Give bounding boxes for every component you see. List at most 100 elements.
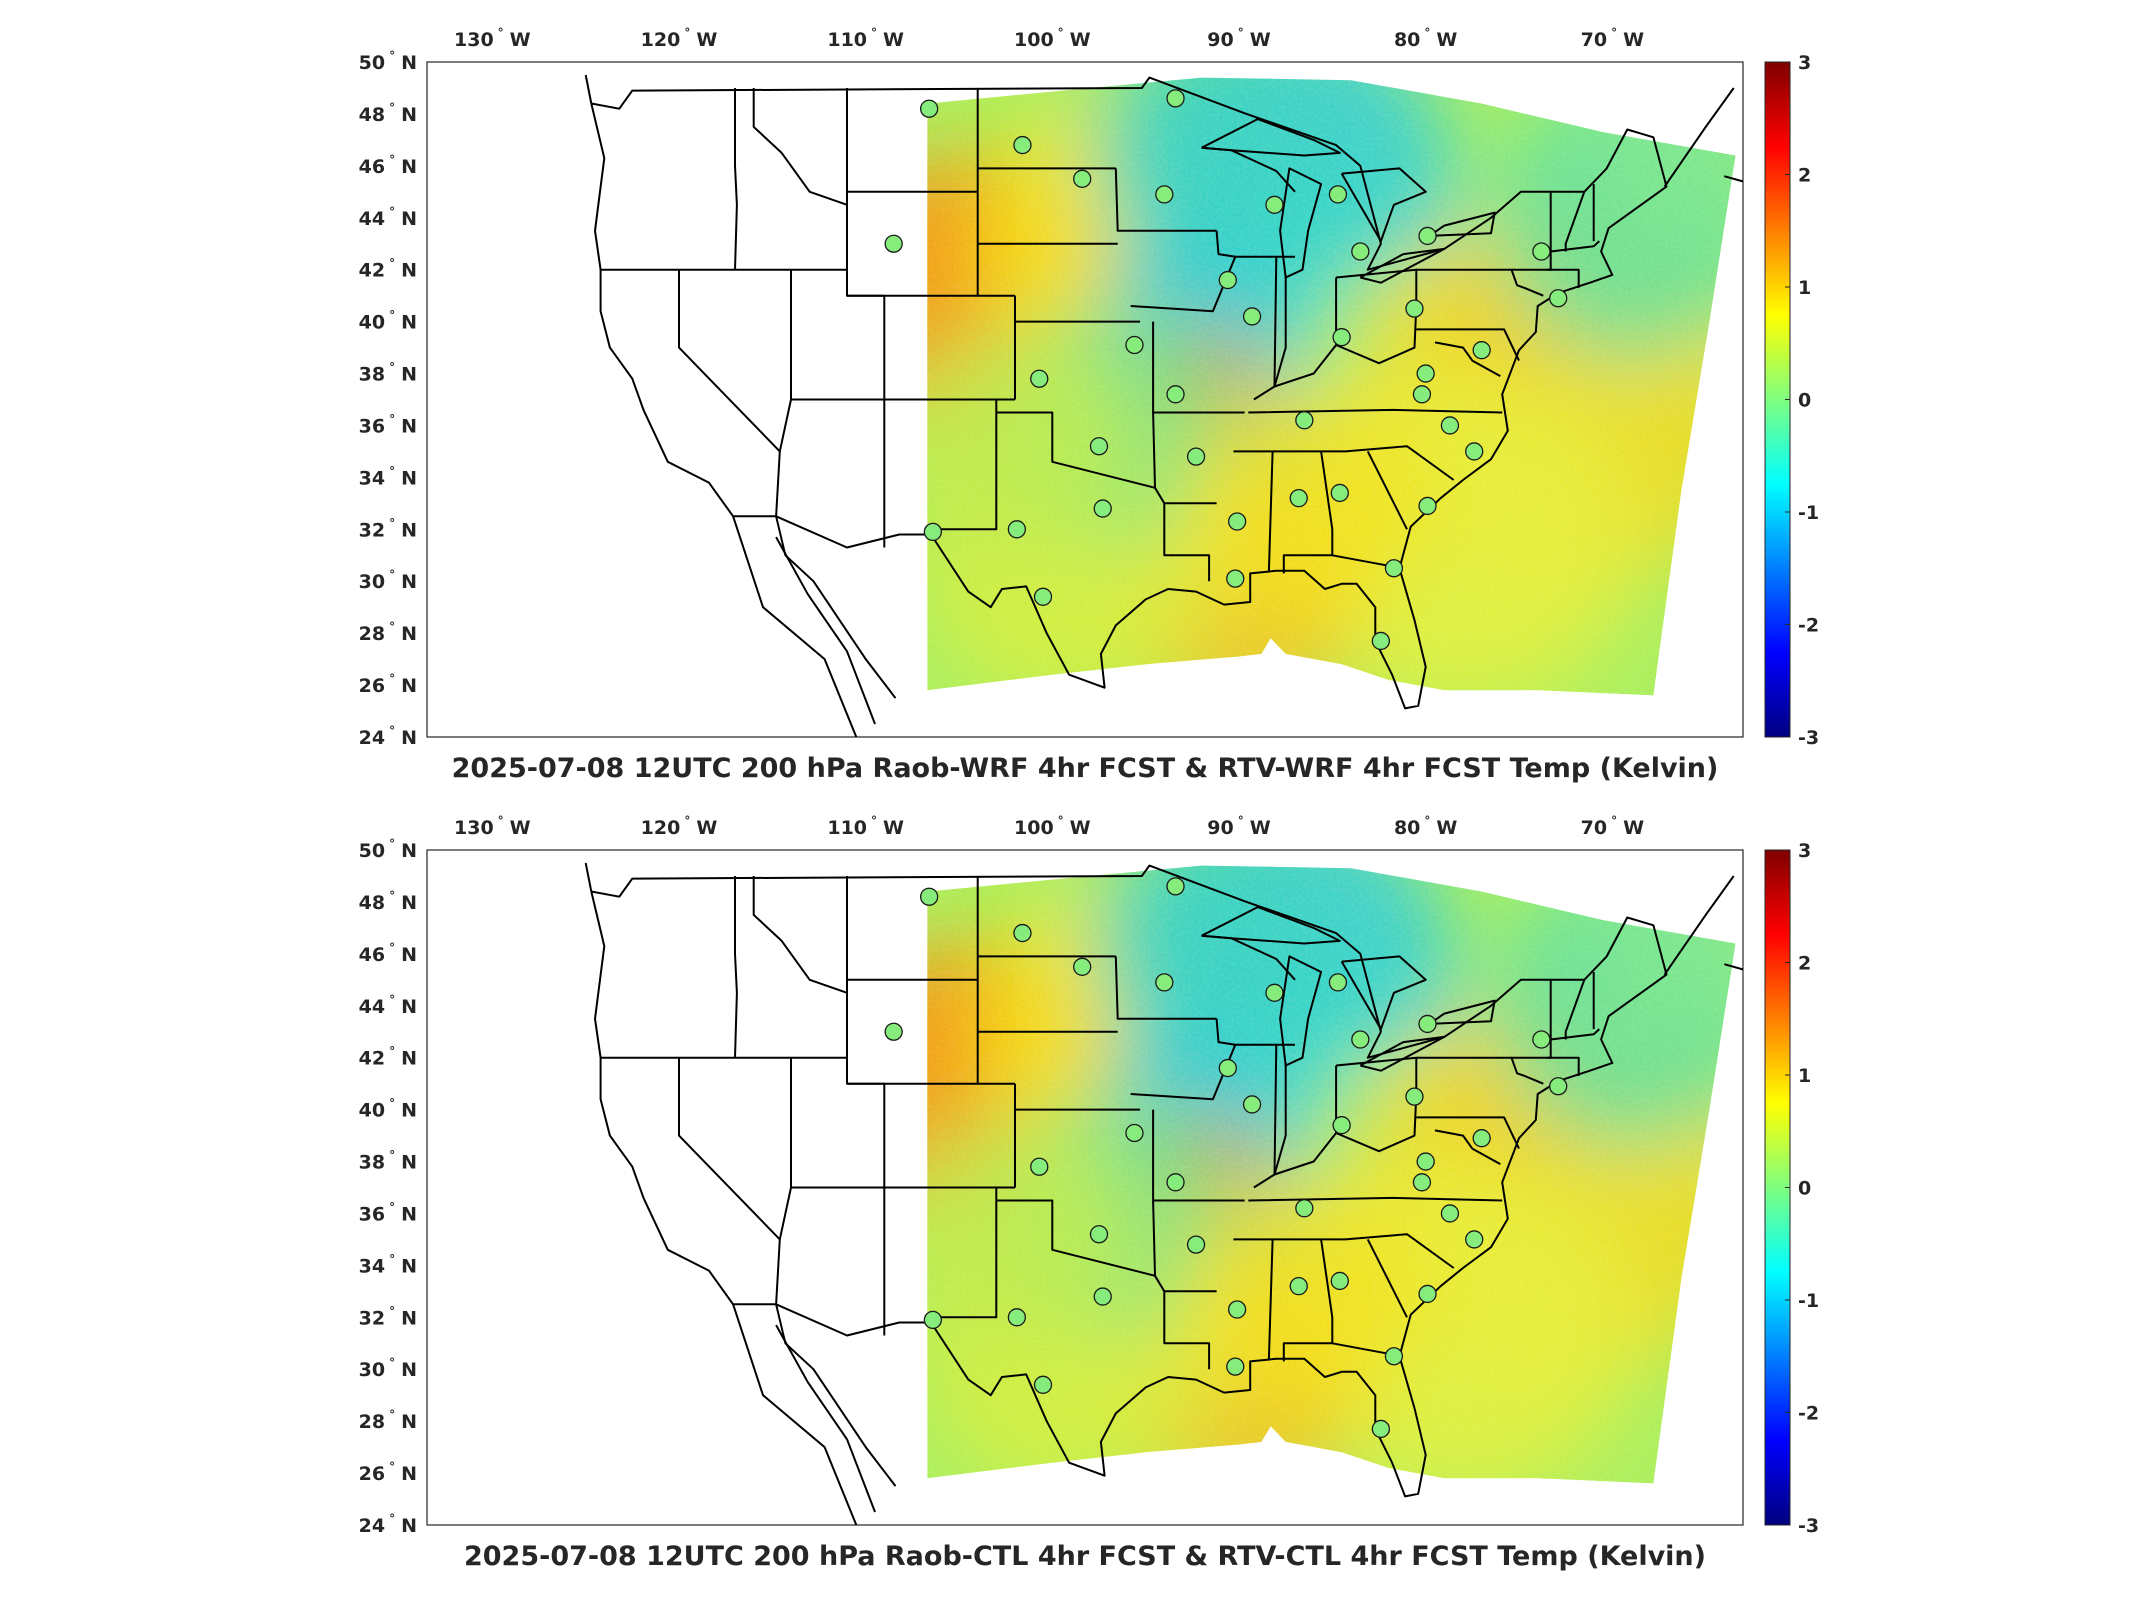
station-marker — [1416, 364, 1435, 383]
station-marker — [1007, 1308, 1027, 1327]
latitude-tick-label: 34 ° N — [359, 1252, 417, 1277]
station-marker — [1186, 447, 1206, 466]
station-marker — [1166, 877, 1185, 896]
state-border — [1267, 1239, 1274, 1359]
state-border — [929, 1187, 998, 1319]
raob-stations — [884, 877, 1568, 1439]
great-lake-shore — [1340, 167, 1427, 243]
latitude-tick-label: 48 ° N — [359, 101, 417, 126]
colorbar-tick-label: -2 — [1798, 1403, 1819, 1425]
state-border — [678, 269, 781, 453]
colorbar-tick-label: 1 — [1798, 277, 1811, 299]
station-marker — [1416, 1152, 1435, 1171]
station-marker — [1007, 520, 1027, 539]
station-marker — [1033, 587, 1053, 606]
colorbar-tick-label: -1 — [1798, 502, 1819, 524]
station-marker — [1265, 983, 1284, 1002]
longitude-tick-label: 80 ° W — [1394, 26, 1457, 51]
great-lake-shore — [1359, 247, 1446, 284]
colorbar-tick-label: -2 — [1798, 615, 1819, 637]
state-border — [929, 399, 998, 531]
latitude-tick-label: 40 ° N — [359, 1097, 417, 1122]
map-content — [584, 862, 1743, 1525]
map-content — [584, 74, 1743, 737]
state-border — [1233, 1233, 1455, 1269]
state-border — [1416, 1116, 1520, 1150]
longitude-tick-label: 120 ° W — [641, 26, 718, 51]
great-lake-shore — [1340, 955, 1427, 1031]
canada-coastline — [1663, 875, 1735, 976]
station-marker — [1384, 1347, 1404, 1366]
station-marker — [1226, 569, 1245, 588]
station-marker — [1472, 341, 1491, 360]
longitude-tick-label: 90 ° W — [1207, 814, 1270, 839]
station-marker — [919, 887, 939, 906]
canada-coastline — [584, 74, 593, 104]
state-border — [1233, 445, 1455, 481]
station-marker — [1289, 1277, 1308, 1296]
station-marker — [884, 1022, 903, 1041]
station-marker — [1218, 270, 1237, 290]
station-marker — [1227, 512, 1247, 531]
longitude-tick-label: 130 ° W — [454, 814, 531, 839]
station-marker — [1328, 185, 1348, 204]
latitude-tick-label: 42 ° N — [359, 257, 417, 282]
station-marker — [1384, 559, 1404, 578]
station-marker — [1073, 169, 1092, 188]
station-marker — [1332, 1116, 1351, 1135]
great-lake-shore — [1428, 211, 1496, 237]
great-lake-shore — [1279, 167, 1323, 279]
station-marker — [1418, 226, 1437, 246]
state-border — [1114, 168, 1217, 232]
station-marker — [1332, 328, 1351, 347]
state-border — [1267, 451, 1274, 571]
state-border — [734, 88, 738, 270]
mexico-coastline — [775, 1324, 876, 1513]
colorbar-tick-label: 3 — [1798, 840, 1811, 862]
mexico-coastline — [775, 536, 876, 725]
colorbar: 3 2 1 0 -1 -2 -3 — [1764, 840, 1819, 1537]
state-border — [1434, 1129, 1501, 1165]
longitude-tick-label: 120 ° W — [641, 814, 718, 839]
canada-coastline — [1663, 87, 1735, 188]
latitude-tick-label: 28 ° N — [359, 1408, 417, 1433]
latitude-tick-label: 38 ° N — [359, 361, 417, 386]
state-border — [1248, 1196, 1503, 1202]
longitude-tick-label: 100 ° W — [1014, 814, 1091, 839]
station-marker — [1166, 1173, 1185, 1192]
mexico-coastline — [775, 1304, 897, 1487]
station-marker — [1226, 1357, 1245, 1376]
station-marker — [1073, 957, 1092, 976]
station-marker — [1532, 1030, 1551, 1049]
colorbar-tick-label: -1 — [1798, 1290, 1819, 1312]
station-marker — [1418, 496, 1437, 516]
state-border — [996, 1199, 1156, 1277]
station-marker — [1093, 1287, 1112, 1306]
great-lake-shore — [1201, 906, 1341, 945]
station-marker — [1405, 1087, 1424, 1106]
mexico-coastline — [732, 515, 858, 737]
latitude-tick-label: 46 ° N — [359, 153, 417, 178]
state-border — [1274, 277, 1338, 388]
state-border — [1152, 1200, 1217, 1293]
latitude-tick-label: 34 ° N — [359, 464, 417, 489]
canada-coastline — [1724, 175, 1743, 205]
state-border — [1248, 408, 1503, 414]
state-border — [1416, 1056, 1544, 1085]
longitude-tick-label: 110 ° W — [827, 26, 904, 51]
latitude-tick-label: 44 ° N — [359, 993, 417, 1018]
state-border — [1215, 230, 1236, 258]
canada-coastline — [584, 862, 593, 892]
state-border — [1416, 268, 1544, 297]
longitude-tick-label: 90 ° W — [1207, 26, 1270, 51]
longitude-tick-label: 130 ° W — [454, 26, 531, 51]
colorbar-tick-label: 1 — [1798, 1065, 1811, 1087]
state-border — [1434, 341, 1501, 377]
station-marker — [1166, 89, 1185, 108]
us-coastline — [590, 864, 1668, 1498]
station-marker — [1405, 299, 1424, 318]
station-marker — [1418, 1014, 1437, 1034]
great-lake-shore — [1359, 1035, 1446, 1072]
latitude-tick-label: 30 ° N — [359, 568, 417, 593]
latitude-labels: 50 ° N 48 ° N 46 ° N 44 ° N 42 ° N 40 ° N 38 ° N 36 ° N 34 ° N 32 ° N… — [359, 49, 417, 749]
